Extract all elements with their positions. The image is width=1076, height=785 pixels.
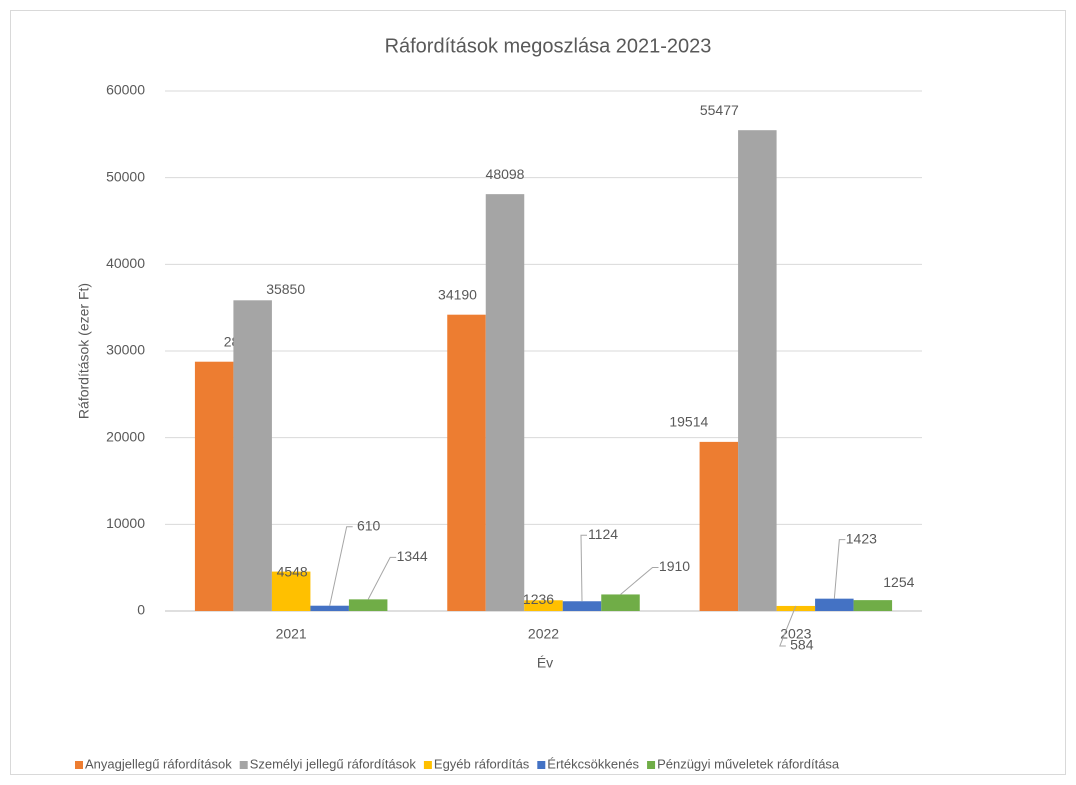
y-axis-title: Ráfordítások (ezer Ft) [76,283,92,419]
data-label: 34190 [438,286,477,302]
bar [562,601,602,611]
bar [853,600,893,611]
data-label: 1124 [588,526,618,542]
data-label: 35850 [266,281,305,297]
legend-swatch [537,761,546,769]
data-label: 1423 [846,530,877,546]
data-label: 48098 [486,166,525,182]
data-label: 1236 [523,591,554,607]
bar [485,194,525,611]
x-axis-title: Év [537,655,553,671]
bar [738,130,777,611]
bar [815,598,854,611]
y-tick-label: 10000 [106,515,145,531]
leader-line [329,526,353,606]
bar [233,300,272,611]
legend-swatch [239,761,248,769]
x-tick-label: 2022 [528,626,559,642]
data-label: 1344 [397,548,428,564]
data-label: 4548 [277,563,308,579]
y-tick-label: 50000 [106,168,145,184]
data-label: 55477 [700,102,739,118]
chart-title: Ráfordítások megoszlása 2021-2023 [385,35,712,57]
x-tick-label: 2023 [780,626,811,642]
bar [194,361,234,611]
y-tick-label: 0 [137,602,145,618]
bar [524,600,563,611]
y-tick-label: 40000 [106,255,145,271]
data-label: 610 [357,517,381,533]
bar [776,605,816,611]
data-label: 1910 [659,558,690,574]
legend-swatch [75,761,83,769]
legend-label: Személyi jellegű ráfordítások [250,756,417,771]
leader-line [620,566,659,595]
data-label: 1254 [883,574,914,590]
y-tick-label: 20000 [106,428,145,444]
leader-line [833,539,846,599]
leader-line [367,556,397,600]
y-tick-label: 60000 [106,82,145,98]
legend-swatch [647,761,656,769]
data-label: 584 [790,637,814,653]
leader-line [580,534,587,602]
bar [271,571,311,611]
legend-label: Értékcsökkenés [547,756,639,771]
data-label: 19514 [669,414,708,430]
bar [348,599,388,611]
bar [699,441,739,611]
legend-label: Anyagjellegű ráfordítások [85,756,232,771]
legend-label: Pénzügyi műveletek ráfordítása [657,756,840,771]
y-tick-label: 30000 [106,342,145,358]
bar [601,594,640,611]
leader-line [779,605,797,647]
bar [447,314,486,611]
x-tick-label: 2021 [276,626,307,642]
legend-label: Egyéb ráfordítás [434,756,530,771]
bar [310,605,349,611]
legend-swatch [423,761,432,769]
chart-border [10,10,1066,775]
